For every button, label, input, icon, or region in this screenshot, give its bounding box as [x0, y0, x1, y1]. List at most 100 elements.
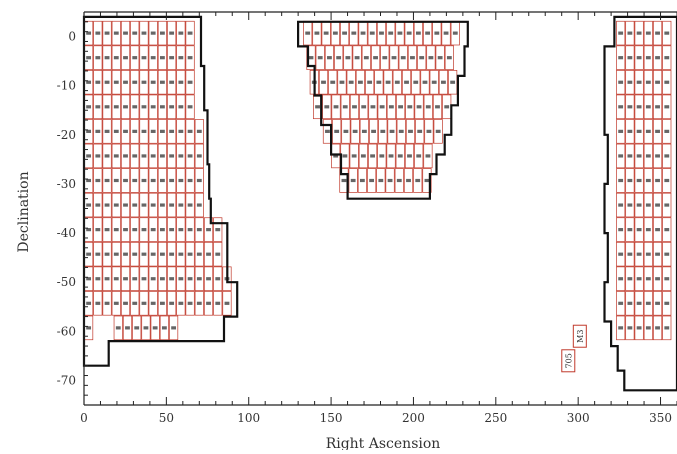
- survey-field-label: [95, 203, 100, 206]
- survey-field-label: [378, 179, 383, 182]
- survey-field-label: [132, 105, 137, 108]
- survey-field-label: [160, 228, 165, 231]
- survey-field-label: [655, 105, 660, 108]
- survey-field-label: [169, 228, 174, 231]
- survey-field-label: [315, 32, 320, 35]
- survey-field-label: [637, 179, 642, 182]
- survey-field-label: [427, 130, 432, 133]
- survey-field-label: [151, 179, 156, 182]
- survey-field-label: [664, 81, 669, 84]
- survey-field-label: [423, 81, 428, 84]
- survey-field-label: [637, 326, 642, 329]
- survey-field-label: [646, 277, 651, 280]
- survey-field-label: [123, 203, 128, 206]
- survey-field-label: [333, 32, 338, 35]
- survey-field-label: [318, 56, 323, 59]
- survey-field-label: [627, 228, 632, 231]
- survey-field-label: [367, 81, 372, 84]
- y-tick-label: 0: [68, 30, 76, 44]
- survey-field-label: [95, 302, 100, 305]
- survey-field-label: [334, 105, 339, 108]
- survey-field-label: [627, 326, 632, 329]
- survey-field-label: [215, 277, 220, 280]
- axes-layer: [84, 12, 677, 405]
- survey-field-label: [151, 32, 156, 35]
- survey-field-label: [390, 130, 395, 133]
- survey-field-label: [664, 228, 669, 231]
- survey-field-label: [395, 81, 400, 84]
- survey-field-label: [655, 302, 660, 305]
- survey-field-label: [627, 302, 632, 305]
- survey-field-label: [664, 56, 669, 59]
- survey-field-label: [151, 253, 156, 256]
- survey-field-label: [114, 253, 119, 256]
- survey-field-label: [151, 302, 156, 305]
- survey-field-label: [123, 105, 128, 108]
- survey-field-label: [123, 32, 128, 35]
- survey-field-label: [618, 277, 623, 280]
- survey-field-label: [646, 56, 651, 59]
- survey-field-label: [637, 253, 642, 256]
- survey-field-label: [178, 154, 183, 157]
- x-tick-label: 50: [159, 411, 174, 425]
- survey-field-label: [371, 130, 376, 133]
- survey-field-label: [169, 56, 174, 59]
- survey-field-label: [655, 154, 660, 157]
- survey-field-label: [364, 56, 369, 59]
- survey-field-label: [197, 203, 202, 206]
- survey-field-label: [655, 81, 660, 84]
- survey-field-label: [169, 130, 174, 133]
- survey-field-label: [105, 130, 110, 133]
- survey-field-label: [169, 253, 174, 256]
- survey-field-label: [169, 203, 174, 206]
- survey-field-label: [325, 130, 330, 133]
- survey-field-label: [426, 154, 431, 157]
- survey-field-label: [380, 105, 385, 108]
- survey-field-label: [407, 32, 412, 35]
- survey-field-label: [114, 32, 119, 35]
- survey-field-label: [188, 130, 193, 133]
- survey-field-label: [305, 32, 310, 35]
- survey-field-label: [637, 56, 642, 59]
- survey-field-label: [618, 32, 623, 35]
- survey-field-label: [188, 56, 193, 59]
- survey-field-label: [160, 105, 165, 108]
- survey-field-label: [441, 81, 446, 84]
- survey-field-label: [105, 81, 110, 84]
- survey-field-label: [655, 228, 660, 231]
- survey-field-label: [134, 326, 139, 329]
- survey-field-label: [646, 130, 651, 133]
- survey-field-label: [655, 253, 660, 256]
- survey-field-label: [132, 228, 137, 231]
- survey-field-label: [627, 32, 632, 35]
- survey-field-label: [114, 277, 119, 280]
- survey-field-label: [160, 81, 165, 84]
- survey-field-label: [151, 81, 156, 84]
- survey-field-label: [197, 179, 202, 182]
- survey-field-label: [646, 302, 651, 305]
- survey-field-label: [206, 302, 211, 305]
- survey-field-label: [352, 105, 357, 108]
- survey-field-label: [188, 81, 193, 84]
- survey-field-label: [343, 105, 348, 108]
- survey-field-label: [646, 81, 651, 84]
- survey-field-label: [406, 179, 411, 182]
- survey-field-label: [169, 277, 174, 280]
- isolated-field-label: 705: [564, 353, 573, 368]
- survey-field-label: [95, 179, 100, 182]
- survey-field-label: [142, 32, 147, 35]
- survey-field-label: [618, 130, 623, 133]
- survey-field-label: [178, 32, 183, 35]
- survey-field-label: [646, 154, 651, 157]
- survey-field-label: [123, 56, 128, 59]
- survey-field-label: [169, 105, 174, 108]
- survey-field-label: [142, 154, 147, 157]
- survey-field-label: [114, 56, 119, 59]
- survey-field-label: [389, 105, 394, 108]
- survey-field-label: [114, 228, 119, 231]
- survey-field-label: [95, 56, 100, 59]
- survey-field-label: [398, 154, 403, 157]
- survey-field-label: [388, 32, 393, 35]
- survey-field-label: [86, 302, 91, 305]
- survey-field-label: [142, 56, 147, 59]
